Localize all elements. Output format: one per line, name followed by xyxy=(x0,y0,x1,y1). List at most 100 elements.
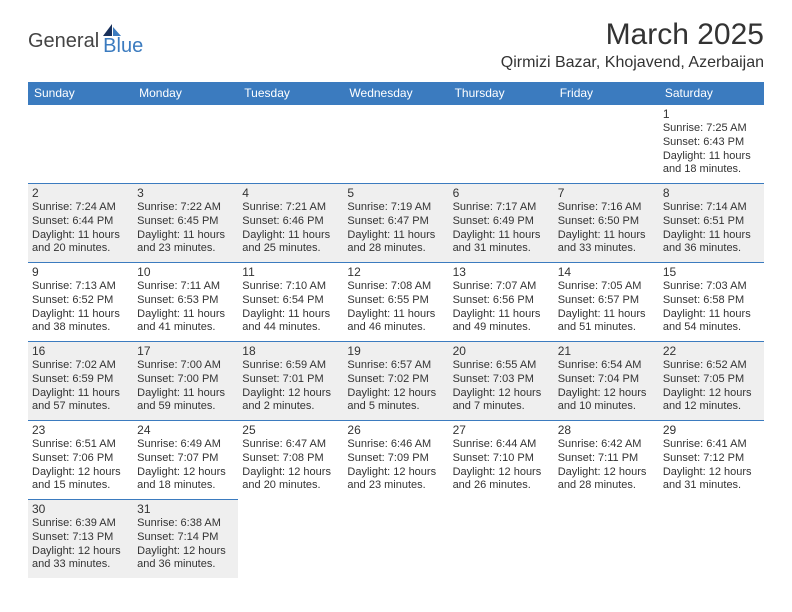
day-cell: 4Sunrise: 7:21 AMSunset: 6:46 PMDaylight… xyxy=(238,184,343,263)
sunrise-text: Sunrise: 6:44 AM xyxy=(453,438,550,452)
day-cell: 15Sunrise: 7:03 AMSunset: 6:58 PMDayligh… xyxy=(659,263,764,342)
daylight-line1: Daylight: 11 hours xyxy=(32,229,129,243)
sunrise-text: Sunrise: 6:59 AM xyxy=(242,359,339,373)
sunrise-text: Sunrise: 6:57 AM xyxy=(347,359,444,373)
daylight-line1: Daylight: 12 hours xyxy=(347,387,444,401)
daylight-line2: and 31 minutes. xyxy=(453,242,550,256)
blank-cell xyxy=(343,500,448,579)
day-number: 18 xyxy=(242,344,339,358)
blank-cell xyxy=(238,105,343,184)
day-cell: 21Sunrise: 6:54 AMSunset: 7:04 PMDayligh… xyxy=(554,342,659,421)
daylight-line1: Daylight: 12 hours xyxy=(137,466,234,480)
daylight-line1: Daylight: 11 hours xyxy=(558,308,655,322)
day-header: Sunday xyxy=(28,82,133,105)
day-cell: 12Sunrise: 7:08 AMSunset: 6:55 PMDayligh… xyxy=(343,263,448,342)
daylight-line1: Daylight: 11 hours xyxy=(663,229,760,243)
day-number: 8 xyxy=(663,186,760,200)
calendar-week: 30Sunrise: 6:39 AMSunset: 7:13 PMDayligh… xyxy=(28,500,764,579)
daylight-line1: Daylight: 11 hours xyxy=(137,387,234,401)
day-number: 5 xyxy=(347,186,444,200)
calendar-body: 1Sunrise: 7:25 AMSunset: 6:43 PMDaylight… xyxy=(28,105,764,579)
sunrise-text: Sunrise: 6:52 AM xyxy=(663,359,760,373)
day-cell: 13Sunrise: 7:07 AMSunset: 6:56 PMDayligh… xyxy=(449,263,554,342)
daylight-line1: Daylight: 11 hours xyxy=(137,229,234,243)
day-number: 21 xyxy=(558,344,655,358)
day-number: 12 xyxy=(347,265,444,279)
day-header: Saturday xyxy=(659,82,764,105)
sunset-text: Sunset: 7:05 PM xyxy=(663,373,760,387)
daylight-line2: and 46 minutes. xyxy=(347,321,444,335)
sunrise-text: Sunrise: 7:14 AM xyxy=(663,201,760,215)
calendar-week: 9Sunrise: 7:13 AMSunset: 6:52 PMDaylight… xyxy=(28,263,764,342)
daylight-line2: and 10 minutes. xyxy=(558,400,655,414)
daylight-line1: Daylight: 12 hours xyxy=(453,387,550,401)
day-number: 22 xyxy=(663,344,760,358)
day-header: Friday xyxy=(554,82,659,105)
sunrise-text: Sunrise: 7:03 AM xyxy=(663,280,760,294)
sunset-text: Sunset: 6:53 PM xyxy=(137,294,234,308)
sunrise-text: Sunrise: 7:10 AM xyxy=(242,280,339,294)
daylight-line1: Daylight: 11 hours xyxy=(347,308,444,322)
day-cell: 25Sunrise: 6:47 AMSunset: 7:08 PMDayligh… xyxy=(238,421,343,500)
day-cell: 24Sunrise: 6:49 AMSunset: 7:07 PMDayligh… xyxy=(133,421,238,500)
sunset-text: Sunset: 6:57 PM xyxy=(558,294,655,308)
day-number: 2 xyxy=(32,186,129,200)
blank-cell xyxy=(28,105,133,184)
daylight-line1: Daylight: 12 hours xyxy=(32,466,129,480)
daylight-line1: Daylight: 11 hours xyxy=(32,308,129,322)
calendar-week: 1Sunrise: 7:25 AMSunset: 6:43 PMDaylight… xyxy=(28,105,764,184)
day-header: Tuesday xyxy=(238,82,343,105)
sunrise-text: Sunrise: 7:11 AM xyxy=(137,280,234,294)
daylight-line1: Daylight: 11 hours xyxy=(663,308,760,322)
sunrise-text: Sunrise: 7:02 AM xyxy=(32,359,129,373)
daylight-line2: and 59 minutes. xyxy=(137,400,234,414)
daylight-line1: Daylight: 12 hours xyxy=(663,466,760,480)
sunset-text: Sunset: 7:02 PM xyxy=(347,373,444,387)
day-cell: 18Sunrise: 6:59 AMSunset: 7:01 PMDayligh… xyxy=(238,342,343,421)
sunrise-text: Sunrise: 7:16 AM xyxy=(558,201,655,215)
daylight-line2: and 33 minutes. xyxy=(558,242,655,256)
sunrise-text: Sunrise: 7:07 AM xyxy=(453,280,550,294)
location-subtitle: Qirmizi Bazar, Khojavend, Azerbaijan xyxy=(501,54,764,72)
sunset-text: Sunset: 7:12 PM xyxy=(663,452,760,466)
sunset-text: Sunset: 7:09 PM xyxy=(347,452,444,466)
blank-cell xyxy=(659,500,764,579)
daylight-line1: Daylight: 11 hours xyxy=(453,229,550,243)
sunset-text: Sunset: 6:55 PM xyxy=(347,294,444,308)
calendar-table: SundayMondayTuesdayWednesdayThursdayFrid… xyxy=(28,82,764,578)
sunrise-text: Sunrise: 7:21 AM xyxy=(242,201,339,215)
day-number: 29 xyxy=(663,423,760,437)
daylight-line1: Daylight: 12 hours xyxy=(242,387,339,401)
sunrise-text: Sunrise: 7:05 AM xyxy=(558,280,655,294)
daylight-line2: and 28 minutes. xyxy=(558,479,655,493)
day-cell: 6Sunrise: 7:17 AMSunset: 6:49 PMDaylight… xyxy=(449,184,554,263)
daylight-line1: Daylight: 12 hours xyxy=(347,466,444,480)
blank-cell xyxy=(449,105,554,184)
sunrise-text: Sunrise: 7:24 AM xyxy=(32,201,129,215)
day-cell: 16Sunrise: 7:02 AMSunset: 6:59 PMDayligh… xyxy=(28,342,133,421)
daylight-line2: and 23 minutes. xyxy=(137,242,234,256)
brand-logo: GeneralBlue xyxy=(28,24,143,58)
daylight-line1: Daylight: 12 hours xyxy=(453,466,550,480)
daylight-line2: and 44 minutes. xyxy=(242,321,339,335)
daylight-line2: and 25 minutes. xyxy=(242,242,339,256)
sunrise-text: Sunrise: 6:42 AM xyxy=(558,438,655,452)
daylight-line1: Daylight: 11 hours xyxy=(347,229,444,243)
day-cell: 17Sunrise: 7:00 AMSunset: 7:00 PMDayligh… xyxy=(133,342,238,421)
sunset-text: Sunset: 7:01 PM xyxy=(242,373,339,387)
day-cell: 20Sunrise: 6:55 AMSunset: 7:03 PMDayligh… xyxy=(449,342,554,421)
day-number: 7 xyxy=(558,186,655,200)
day-cell: 22Sunrise: 6:52 AMSunset: 7:05 PMDayligh… xyxy=(659,342,764,421)
blank-cell xyxy=(133,105,238,184)
day-header: Monday xyxy=(133,82,238,105)
daylight-line2: and 57 minutes. xyxy=(32,400,129,414)
daylight-line2: and 54 minutes. xyxy=(663,321,760,335)
daylight-line1: Daylight: 11 hours xyxy=(32,387,129,401)
blank-cell xyxy=(449,500,554,579)
day-number: 6 xyxy=(453,186,550,200)
day-number: 20 xyxy=(453,344,550,358)
sunset-text: Sunset: 6:47 PM xyxy=(347,215,444,229)
sunset-text: Sunset: 6:44 PM xyxy=(32,215,129,229)
blank-cell xyxy=(554,105,659,184)
day-header: Thursday xyxy=(449,82,554,105)
